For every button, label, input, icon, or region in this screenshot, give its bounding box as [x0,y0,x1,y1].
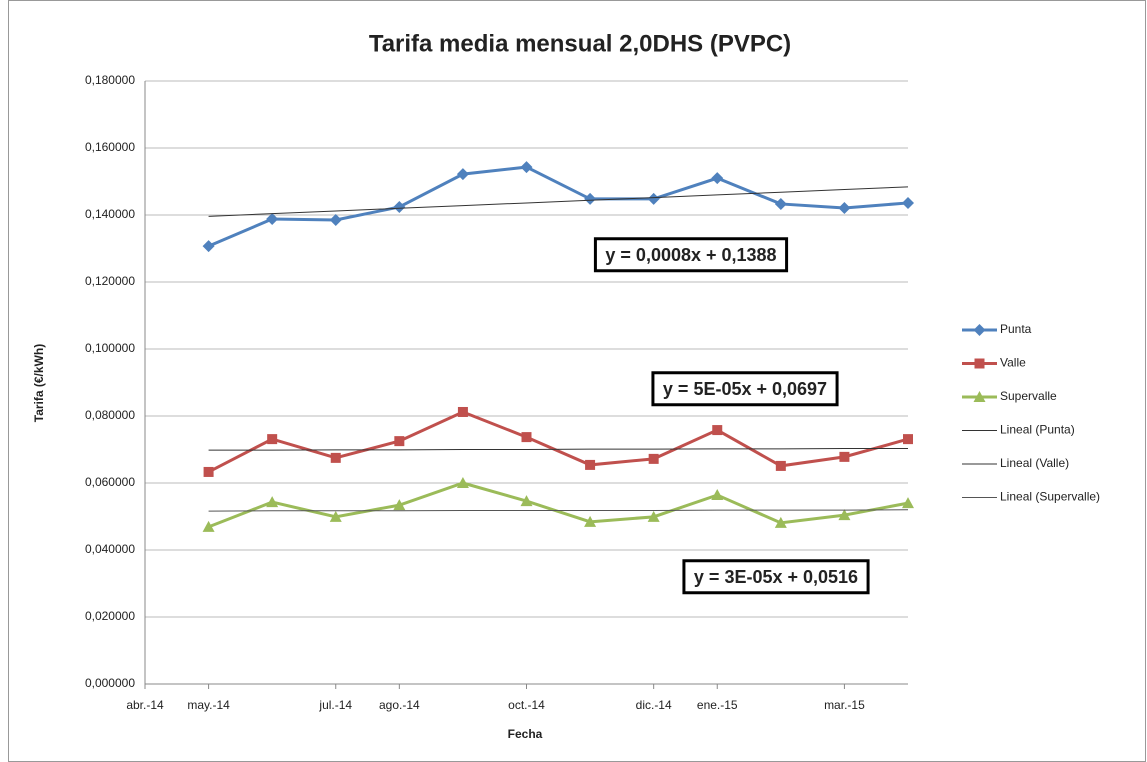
chart-title: Tarifa media mensual 2,0DHS (PVPC) [369,30,791,57]
equation-box [593,237,789,273]
marker [712,425,723,436]
marker [266,213,279,226]
x-tick-label: may.-14 [187,698,230,712]
series-line [207,410,909,474]
x-tick-label: ene.-15 [697,698,738,712]
marker [393,200,406,213]
x-tick-label: dic.-14 [636,698,672,712]
marker [202,520,215,532]
x-axis-label: Fecha [508,727,543,741]
trend-line [208,447,908,451]
marker [775,460,786,471]
marker [330,452,341,463]
marker [267,434,278,445]
y-tick-label: 0,120000 [85,274,135,288]
marker [456,477,469,488]
marker [393,499,406,511]
legend-label: Lineal (Supervalle) [1000,490,1100,504]
marker [774,516,787,528]
marker [903,434,913,445]
legend-label: Lineal (Valle) [1000,456,1069,470]
marker [203,466,214,477]
marker [902,497,914,509]
legend-label: Supervalle [1000,389,1057,403]
marker [647,510,660,522]
y-tick-label: 0,160000 [85,140,135,154]
chart-frame [8,0,1146,762]
marker [838,201,851,214]
marker [394,436,405,447]
series-line [207,165,909,248]
marker [838,509,851,521]
y-tick-label: 0,140000 [85,207,135,221]
marker [520,495,533,507]
marker [584,515,597,527]
x-tick-label: mar.-15 [824,698,865,712]
legend-label: Punta [1000,322,1032,336]
x-tick-label: oct.-14 [508,698,545,712]
y-tick-label: 0,060000 [85,475,135,489]
marker [711,172,724,185]
marker [266,496,279,508]
marker [202,240,215,253]
marker [457,406,468,417]
trend-equation: y = 3E-05x + 0,0516 [694,567,858,587]
y-tick-label: 0,000000 [85,676,135,690]
y-tick-label: 0,040000 [85,542,135,556]
y-tick-label: 0,080000 [85,408,135,422]
legend-label: Valle [1000,356,1026,370]
marker [456,168,469,181]
trend-line [208,186,909,217]
marker [329,214,342,227]
marker [974,358,985,369]
series-line [208,481,909,529]
trend-line [208,509,909,512]
x-tick-label: abr.-14 [126,698,164,712]
equation-box [651,371,839,407]
marker [521,432,532,443]
marker [329,510,342,522]
marker [774,197,787,210]
marker [973,391,986,402]
y-tick-label: 0,020000 [85,609,135,623]
y-tick-label: 0,100000 [85,341,135,355]
marker [585,459,596,470]
marker [647,192,660,205]
trend-equation: y = 0,0008x + 0,1388 [605,245,776,265]
legend-label: Lineal (Punta) [1000,423,1075,437]
equation-box [682,559,870,595]
marker [902,196,914,209]
marker [520,161,533,174]
trend-equation: y = 5E-05x + 0,0697 [663,379,827,399]
marker [648,453,659,464]
x-tick-label: ago.-14 [379,698,420,712]
marker [584,192,597,205]
marker [973,324,986,336]
x-tick-label: jul.-14 [318,698,352,712]
marker [839,451,850,462]
y-axis-label: Tarifa (€/kWh) [32,344,46,422]
marker [711,489,724,501]
y-tick-label: 0,180000 [85,73,135,87]
